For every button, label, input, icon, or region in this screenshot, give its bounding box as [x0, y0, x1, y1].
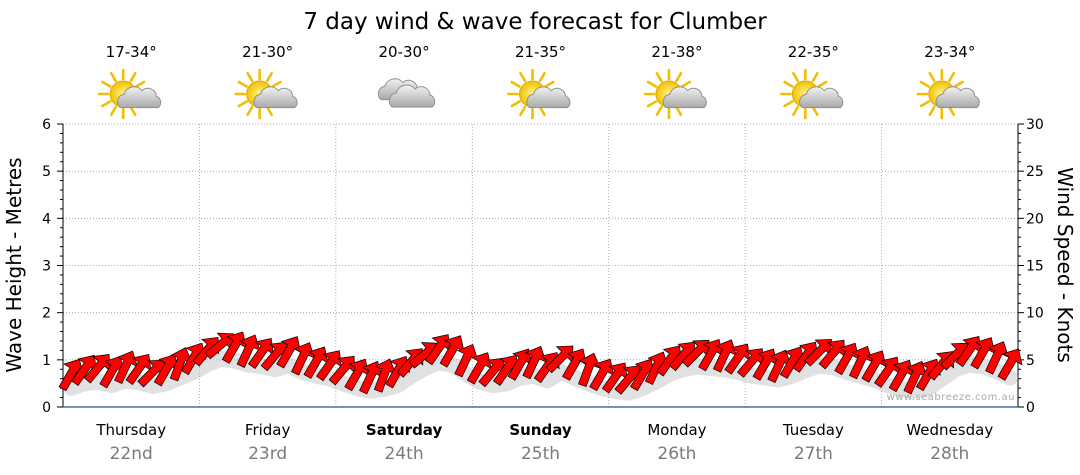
day-name-label: Wednesday	[906, 421, 993, 439]
wind-arrow	[903, 360, 928, 395]
wind-arrow	[767, 349, 792, 384]
wind-arrow	[861, 350, 887, 383]
y-axis-left-title: Wave Height - Metres	[2, 157, 26, 372]
sun-cloud-icon	[916, 68, 980, 120]
temperature-range: 23-34°	[924, 43, 975, 61]
wind-arrows	[58, 331, 1023, 395]
day-name-label: Friday	[245, 421, 291, 439]
axes: 0 1 2 3 4 5 6 0 5 10 15 20 25 30	[42, 117, 1044, 416]
y-tick-label-left: 1	[42, 353, 51, 369]
y-tick-label-right: 10	[1026, 306, 1044, 322]
day-date-label: 24th	[385, 444, 424, 464]
wind-arrow	[373, 358, 397, 393]
wind-arrow	[276, 336, 302, 369]
grid-lines	[63, 123, 1018, 407]
wind-arrow	[804, 338, 832, 367]
sun-cloud-icon	[97, 68, 162, 120]
wind-arrow	[970, 337, 996, 370]
y-tick-label-left: 2	[42, 306, 51, 322]
chart-title: 7 day wind & wave forecast for Clumber	[303, 9, 767, 35]
day-labels: Thursday 22nd Friday 23rd Saturday 24th Sunday…	[95, 421, 993, 464]
wind-arrow	[507, 348, 533, 381]
wind-arrow	[71, 354, 97, 386]
temperature-range: 21-38°	[651, 43, 702, 61]
y-tick-label-right: 5	[1026, 353, 1035, 369]
wind-arrow	[562, 348, 588, 381]
y-axis-right-title: Wind Speed - Knots	[1053, 167, 1077, 363]
sun-cloud-icon	[507, 68, 571, 120]
y-tick-label-left: 3	[42, 259, 51, 275]
cloud-icon	[377, 78, 436, 108]
wind-arrow	[601, 362, 628, 394]
day-name-label: Monday	[647, 421, 706, 439]
y-tick-label-right: 0	[1026, 400, 1035, 416]
wind-arrow	[985, 341, 1010, 375]
temperature-range: 17-34°	[106, 43, 157, 61]
y-tick-label-left: 6	[42, 117, 51, 133]
y-tick-label-left: 0	[42, 400, 51, 416]
y-tick-label-right: 20	[1026, 211, 1044, 227]
sun-cloud-icon	[780, 68, 844, 120]
wind-arrow	[997, 348, 1023, 381]
day-name-label: Sunday	[509, 421, 572, 439]
day-date-label: 23rd	[248, 444, 287, 464]
day-name-label: Thursday	[95, 421, 166, 439]
day-date-label: 28th	[930, 444, 969, 464]
sun-cloud-icon	[643, 68, 707, 120]
y-tick-label-left: 4	[42, 211, 51, 227]
y-tick-label-right: 25	[1026, 164, 1044, 180]
wind-arrow	[522, 345, 547, 380]
temperature-range: 21-30°	[242, 43, 293, 61]
credit-text: www.seabreeze.com.au	[887, 392, 1015, 403]
wind-arrow	[439, 335, 465, 368]
temperature-range: 22-35°	[788, 43, 839, 61]
day-date-label: 22nd	[110, 444, 153, 464]
y-tick-label-left: 5	[42, 164, 51, 180]
temperature-range: 20-30°	[379, 43, 430, 61]
temperature-range: 21-35°	[515, 43, 566, 61]
sun-cloud-icon	[234, 68, 298, 120]
day-headers: 17-34° 21-30° 20-30° 21-35° 21-38° 22-35° 23-3…	[97, 43, 980, 120]
y-tick-label-right: 15	[1026, 259, 1044, 275]
wind-arrow	[291, 342, 316, 376]
wind-arrow	[849, 345, 873, 380]
wind-arrow	[359, 360, 384, 395]
day-date-label: 25th	[521, 444, 560, 464]
y-tick-label-right: 30	[1026, 117, 1044, 133]
wind-arrow	[454, 343, 479, 378]
day-name-label: Tuesday	[782, 421, 844, 439]
wind-arrow	[169, 347, 193, 382]
day-date-label: 26th	[657, 444, 696, 464]
wind-arrow	[578, 352, 601, 388]
wind-arrow	[681, 339, 710, 368]
day-date-label: 27th	[794, 444, 833, 464]
day-name-label: Saturday	[366, 421, 443, 439]
